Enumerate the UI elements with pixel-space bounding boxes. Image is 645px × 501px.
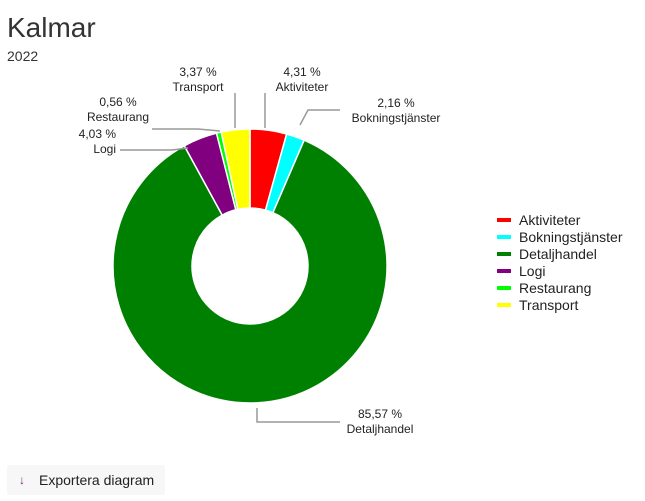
legend-label: Restaurang: [519, 280, 591, 296]
legend-item-detaljhandel[interactable]: Detaljhandel: [497, 246, 597, 262]
export-chart-button[interactable]: ↓ Exportera diagram: [7, 465, 165, 495]
data-label-detaljhandel: 85,57 % Detaljhandel: [347, 407, 414, 436]
slice-transport[interactable]: [220, 128, 251, 211]
chart-title: Kalmar: [7, 12, 96, 43]
data-label-transport: 3,37 % Transport: [173, 65, 225, 94]
export-chart-label: Exportera diagram: [39, 472, 155, 488]
chart-subtitle: 2022: [7, 48, 39, 64]
legend-swatch: [497, 303, 511, 307]
legend-swatch: [497, 269, 511, 273]
legend-label: Bokningstjänster: [519, 229, 623, 245]
legend-swatch: [497, 286, 511, 290]
legend-item-bokningstjanster[interactable]: Bokningstjänster: [497, 229, 623, 245]
data-label-bokningstjanster: 2,16 % Bokningstjänster: [352, 96, 441, 125]
arrow-down-icon: ↓: [19, 473, 25, 487]
legend-label: Detaljhandel: [519, 246, 597, 262]
legend-swatch: [497, 235, 511, 239]
data-label-restaurang: 0,56 % Restaurang: [87, 95, 149, 124]
legend-label: Logi: [519, 263, 545, 279]
leader-line-bokningstjanster: [299, 109, 340, 126]
slice-detaljhandel[interactable]: [112, 139, 388, 404]
legend-label: Transport: [519, 297, 579, 313]
donut-chart: 4,31 % Aktiviteter 2,16 % Bokningstjänster 8…: [79, 65, 623, 436]
leader-line-detaljhandel: [256, 408, 340, 423]
legend-swatch: [497, 252, 511, 256]
legend-swatch: [497, 218, 511, 222]
legend-item-transport[interactable]: Transport: [497, 297, 579, 313]
legend-item-restaurang[interactable]: Restaurang: [497, 280, 591, 296]
leader-line-restaurang: [152, 128, 221, 132]
data-label-logi: 4,03 % Logi: [79, 127, 117, 156]
leader-line-logi: [120, 147, 189, 151]
legend-item-logi[interactable]: Logi: [497, 263, 545, 279]
data-label-aktiviteter: 4,31 % Aktiviteter: [276, 65, 329, 94]
legend-label: Aktiviteter: [519, 212, 581, 228]
legend-item-aktiviteter[interactable]: Aktiviteter: [497, 212, 581, 228]
